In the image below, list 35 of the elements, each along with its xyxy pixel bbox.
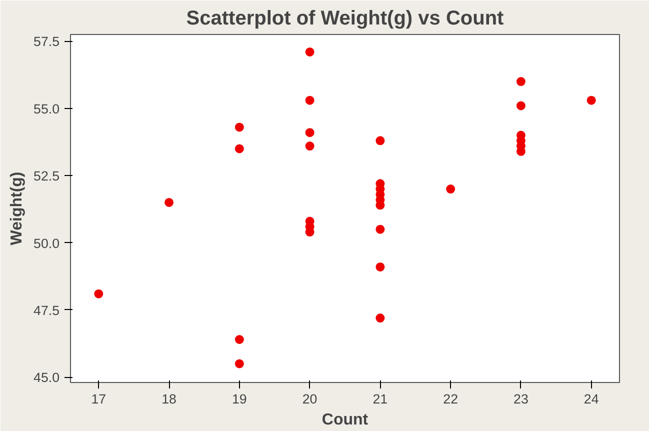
point bbox=[305, 47, 314, 56]
x-tick-label: 23 bbox=[514, 392, 528, 406]
x-tick-label: 19 bbox=[232, 392, 247, 406]
point bbox=[305, 142, 314, 151]
point bbox=[234, 359, 244, 368]
x-tick-label: 22 bbox=[443, 392, 458, 406]
x-tick-label: 24 bbox=[584, 392, 600, 406]
point bbox=[586, 96, 596, 105]
y-tick-label: 45.0 bbox=[34, 370, 60, 386]
chart-title: Scatterplot of Weight(g) vs Count bbox=[186, 8, 504, 30]
x-tick-label: 21 bbox=[372, 392, 388, 406]
y-tick-label: 55.0 bbox=[34, 101, 60, 116]
point bbox=[234, 144, 244, 154]
point bbox=[376, 136, 385, 146]
y-tick-label: 52.5 bbox=[34, 168, 60, 184]
point bbox=[516, 101, 526, 110]
y-tick-label: 50.0 bbox=[34, 236, 60, 251]
x-tick-label: 17 bbox=[91, 392, 106, 406]
point bbox=[516, 77, 526, 86]
y-tick-label: 57.5 bbox=[34, 34, 60, 50]
x-tick-label: 18 bbox=[162, 392, 176, 406]
point bbox=[164, 198, 174, 207]
point bbox=[376, 224, 385, 234]
point bbox=[305, 128, 314, 138]
point bbox=[376, 262, 385, 272]
point bbox=[305, 96, 314, 105]
point bbox=[376, 314, 385, 322]
point bbox=[446, 184, 456, 194]
x-tick-label: 20 bbox=[302, 392, 318, 406]
point bbox=[234, 335, 244, 344]
y-tick-label: 47.5 bbox=[34, 302, 60, 318]
y-axis-title: Weight(g) bbox=[8, 172, 26, 246]
x-axis-title: Count bbox=[322, 412, 369, 428]
point bbox=[234, 122, 244, 132]
point bbox=[94, 289, 104, 298]
